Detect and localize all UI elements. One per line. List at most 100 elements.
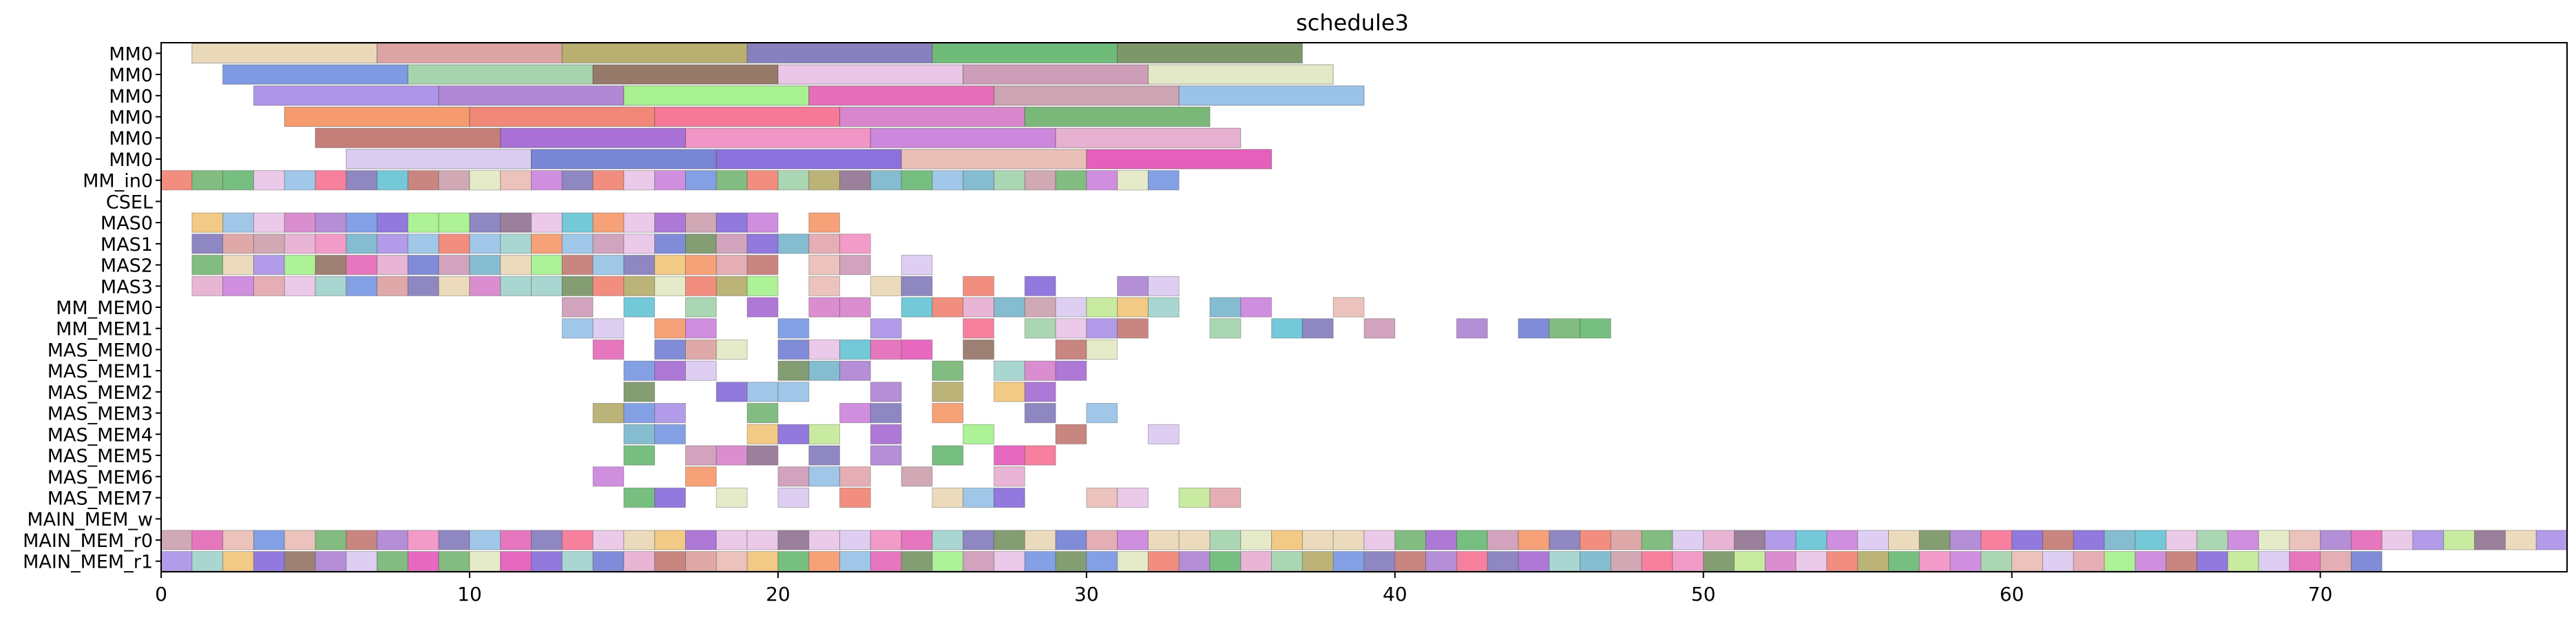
gantt-bar <box>901 149 1087 169</box>
gantt-bar <box>1580 318 1611 339</box>
gantt-bar <box>993 466 1025 487</box>
gantt-bar <box>839 551 871 572</box>
gantt-bar <box>963 170 994 191</box>
gantt-bar <box>1209 530 1242 550</box>
gantt-bar <box>1055 170 1087 191</box>
gantt-bar <box>932 170 964 191</box>
gantt-bar <box>191 530 224 550</box>
gantt-bar <box>1857 551 1889 572</box>
gantt-bar <box>469 551 501 572</box>
gantt-bar <box>1240 551 1273 572</box>
gantt-bar <box>1672 530 1704 550</box>
gantt-bar <box>2011 530 2043 550</box>
gantt-bar <box>500 276 532 296</box>
gantt-bar <box>1240 297 1273 318</box>
gantt-bar <box>592 212 625 233</box>
gantt-bar <box>654 339 687 360</box>
x-tick-label: 50 <box>1691 583 1716 606</box>
gantt-bar <box>808 234 840 254</box>
gantt-bar <box>1394 530 1427 550</box>
gantt-bar <box>438 170 470 191</box>
gantt-bar <box>685 276 717 296</box>
row-label: MAS_MEM4 <box>48 424 153 446</box>
row-label: MM_MEM1 <box>56 319 153 340</box>
gantt-bar <box>777 170 810 191</box>
gantt-bar <box>654 170 687 191</box>
gantt-bar <box>1086 149 1273 169</box>
row-label: MAS_MEM1 <box>48 361 153 382</box>
gantt-bar <box>2073 551 2105 572</box>
row-label: MAS_MEM7 <box>48 488 153 509</box>
gantt-bar <box>1117 297 1149 318</box>
gantt-bar <box>407 551 439 572</box>
gantt-bar <box>808 170 840 191</box>
gantt-bar <box>715 382 748 402</box>
gantt-bar <box>1518 551 1550 572</box>
gantt-bar <box>993 297 1025 318</box>
gantt-bar <box>561 276 594 296</box>
gantt-bar <box>1795 551 1828 572</box>
gantt-bar <box>2042 530 2074 550</box>
gantt-bar <box>346 170 378 191</box>
gantt-bar <box>901 254 933 276</box>
gantt-bar <box>531 212 563 233</box>
gantt-bar <box>407 530 439 550</box>
gantt-bar <box>746 276 779 296</box>
gantt-bar <box>592 170 625 191</box>
gantt-bar <box>1024 382 1056 402</box>
gantt-bar <box>1363 551 1396 572</box>
x-tick-label: 0 <box>155 583 167 606</box>
gantt-bar <box>808 424 840 444</box>
gantt-bar <box>407 254 439 276</box>
gantt-bar <box>870 127 1056 148</box>
gantt-bar <box>623 297 656 318</box>
gantt-bar <box>2166 551 2197 572</box>
gantt-bar <box>377 212 408 233</box>
gantt-bar <box>222 254 254 276</box>
gantt-bar <box>253 551 285 572</box>
gantt-bar <box>1086 551 1118 572</box>
gantt-bar <box>438 254 470 276</box>
gantt-bar <box>531 254 563 276</box>
gantt-bar <box>1024 530 1056 550</box>
gantt-bar <box>377 170 408 191</box>
gantt-bar <box>438 276 470 296</box>
gantt-bar <box>438 212 470 233</box>
gantt-bar <box>1055 551 1087 572</box>
gantt-bar <box>715 530 748 550</box>
gantt-bar <box>2104 530 2136 550</box>
gantt-bar <box>932 487 964 508</box>
gantt-bar <box>407 212 439 233</box>
gantt-bar <box>1980 551 2013 572</box>
gantt-bar <box>654 360 687 381</box>
gantt-bar <box>623 530 656 550</box>
gantt-bar <box>746 445 779 466</box>
gantt-bar <box>1363 318 1396 339</box>
gantt-bar <box>561 318 594 339</box>
gantt-bar <box>2135 530 2167 550</box>
gantt-bar <box>2535 530 2568 550</box>
gantt-bar <box>2227 530 2259 550</box>
row-label: MAS_MEM3 <box>48 404 153 425</box>
gantt-bar <box>438 551 470 572</box>
gantt-bar <box>1024 318 1056 339</box>
gantt-bar <box>901 466 933 487</box>
gantt-bar <box>561 254 594 276</box>
gantt-bar <box>1703 530 1735 550</box>
gantt-bar <box>654 551 687 572</box>
gantt-bar <box>963 276 994 296</box>
gantt-bar <box>746 382 779 402</box>
gantt-bar <box>993 530 1025 550</box>
gantt-bar <box>777 551 810 572</box>
chart-title: schedule3 <box>1296 10 1409 36</box>
gantt-bar <box>901 339 933 360</box>
gantt-bar <box>808 530 840 550</box>
gantt-bar <box>623 551 656 572</box>
gantt-bar <box>1456 318 1488 339</box>
gantt-bar <box>2412 530 2444 550</box>
gantt-bar <box>2350 551 2383 572</box>
gantt-bar <box>1949 551 1982 572</box>
gantt-bar <box>1271 530 1303 550</box>
gantt-bar <box>2042 551 2074 572</box>
